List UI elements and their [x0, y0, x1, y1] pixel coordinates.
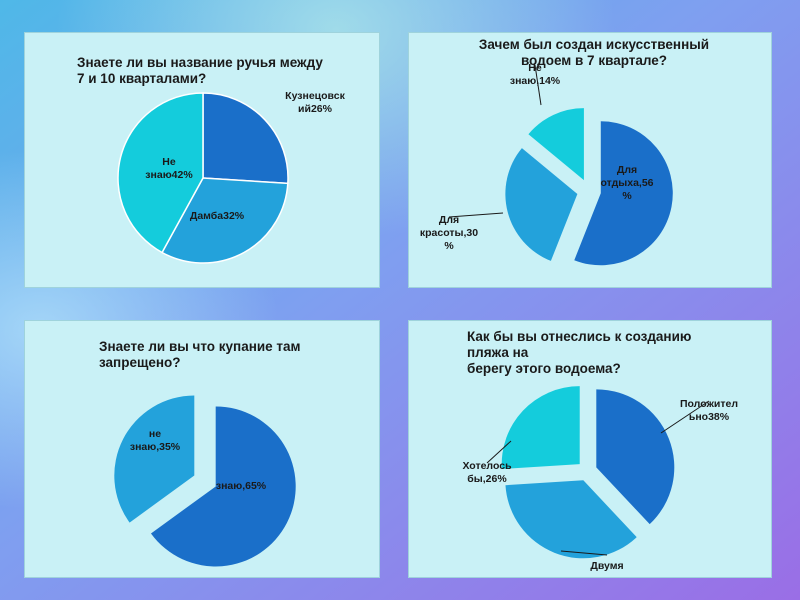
chart-panel-swimming-ban: Знаете ли вы что купание там запрещено? … — [24, 320, 380, 578]
pie-slice — [501, 386, 580, 470]
slice-label: не знаю,35% — [130, 428, 181, 453]
slice-label: Дамба32% — [190, 210, 245, 222]
slice-label: Не знаю42% — [145, 156, 193, 181]
pie-slice — [114, 395, 195, 523]
slice-label: Хотелось бы,26% — [462, 460, 512, 485]
pie-chart: знаю,65% не знаю,35% — [114, 395, 296, 567]
pie-chart: Положител ьно38% Двумя Хотелось бы,26% — [462, 386, 738, 572]
leader-line — [486, 440, 512, 464]
pie-chart: Для отдыха,56 % Для красоты,30 % Не знаю,14% — [420, 62, 673, 266]
pie-slice — [505, 148, 578, 261]
slice-label: Двумя — [590, 560, 623, 572]
pie-slice — [596, 389, 675, 525]
pie-slice — [150, 406, 296, 567]
leader-line — [448, 212, 504, 218]
chart-title: Как бы вы отнеслись к созданию пляжа на … — [467, 329, 692, 376]
slice-label: Для отдыха,56% — [600, 164, 653, 202]
pie-slice — [528, 108, 584, 181]
pie-slice — [202, 92, 289, 185]
slice-label: знаю,65% — [216, 480, 267, 492]
chart-panel-stream-name: Знаете ли вы название ручья между 7 и 10… — [24, 32, 380, 288]
chart-title: Знаете ли вы название ручья между 7 и 10… — [77, 55, 323, 86]
chart-title: Знаете ли вы что купание там запрещено? — [99, 339, 301, 370]
chart-panel-beach-attitude: Как бы вы отнеслись к созданию пляжа на … — [408, 320, 772, 578]
pie-slice — [505, 480, 637, 559]
leader-line — [560, 550, 608, 556]
slice-label: Для красоты,30% — [420, 214, 478, 252]
chart-title: Зачем был создан искусственный водоем в … — [478, 37, 710, 68]
slice-label: Кузнецовск ий26% — [285, 90, 345, 115]
pie-slice — [574, 121, 673, 266]
pie-slice — [117, 92, 204, 254]
leader-line — [534, 64, 542, 106]
pie-slice — [161, 177, 289, 264]
chart-panel-pond-purpose: Зачем был создан искусственный водоем в … — [408, 32, 772, 288]
slice-label: Не знаю,14% — [510, 62, 561, 87]
pie-chart: Кузнецовск ий26% Дамба32% Не знаю42% — [117, 90, 346, 264]
leader-line — [660, 400, 710, 434]
slice-label: Положител ьно38% — [680, 398, 738, 423]
